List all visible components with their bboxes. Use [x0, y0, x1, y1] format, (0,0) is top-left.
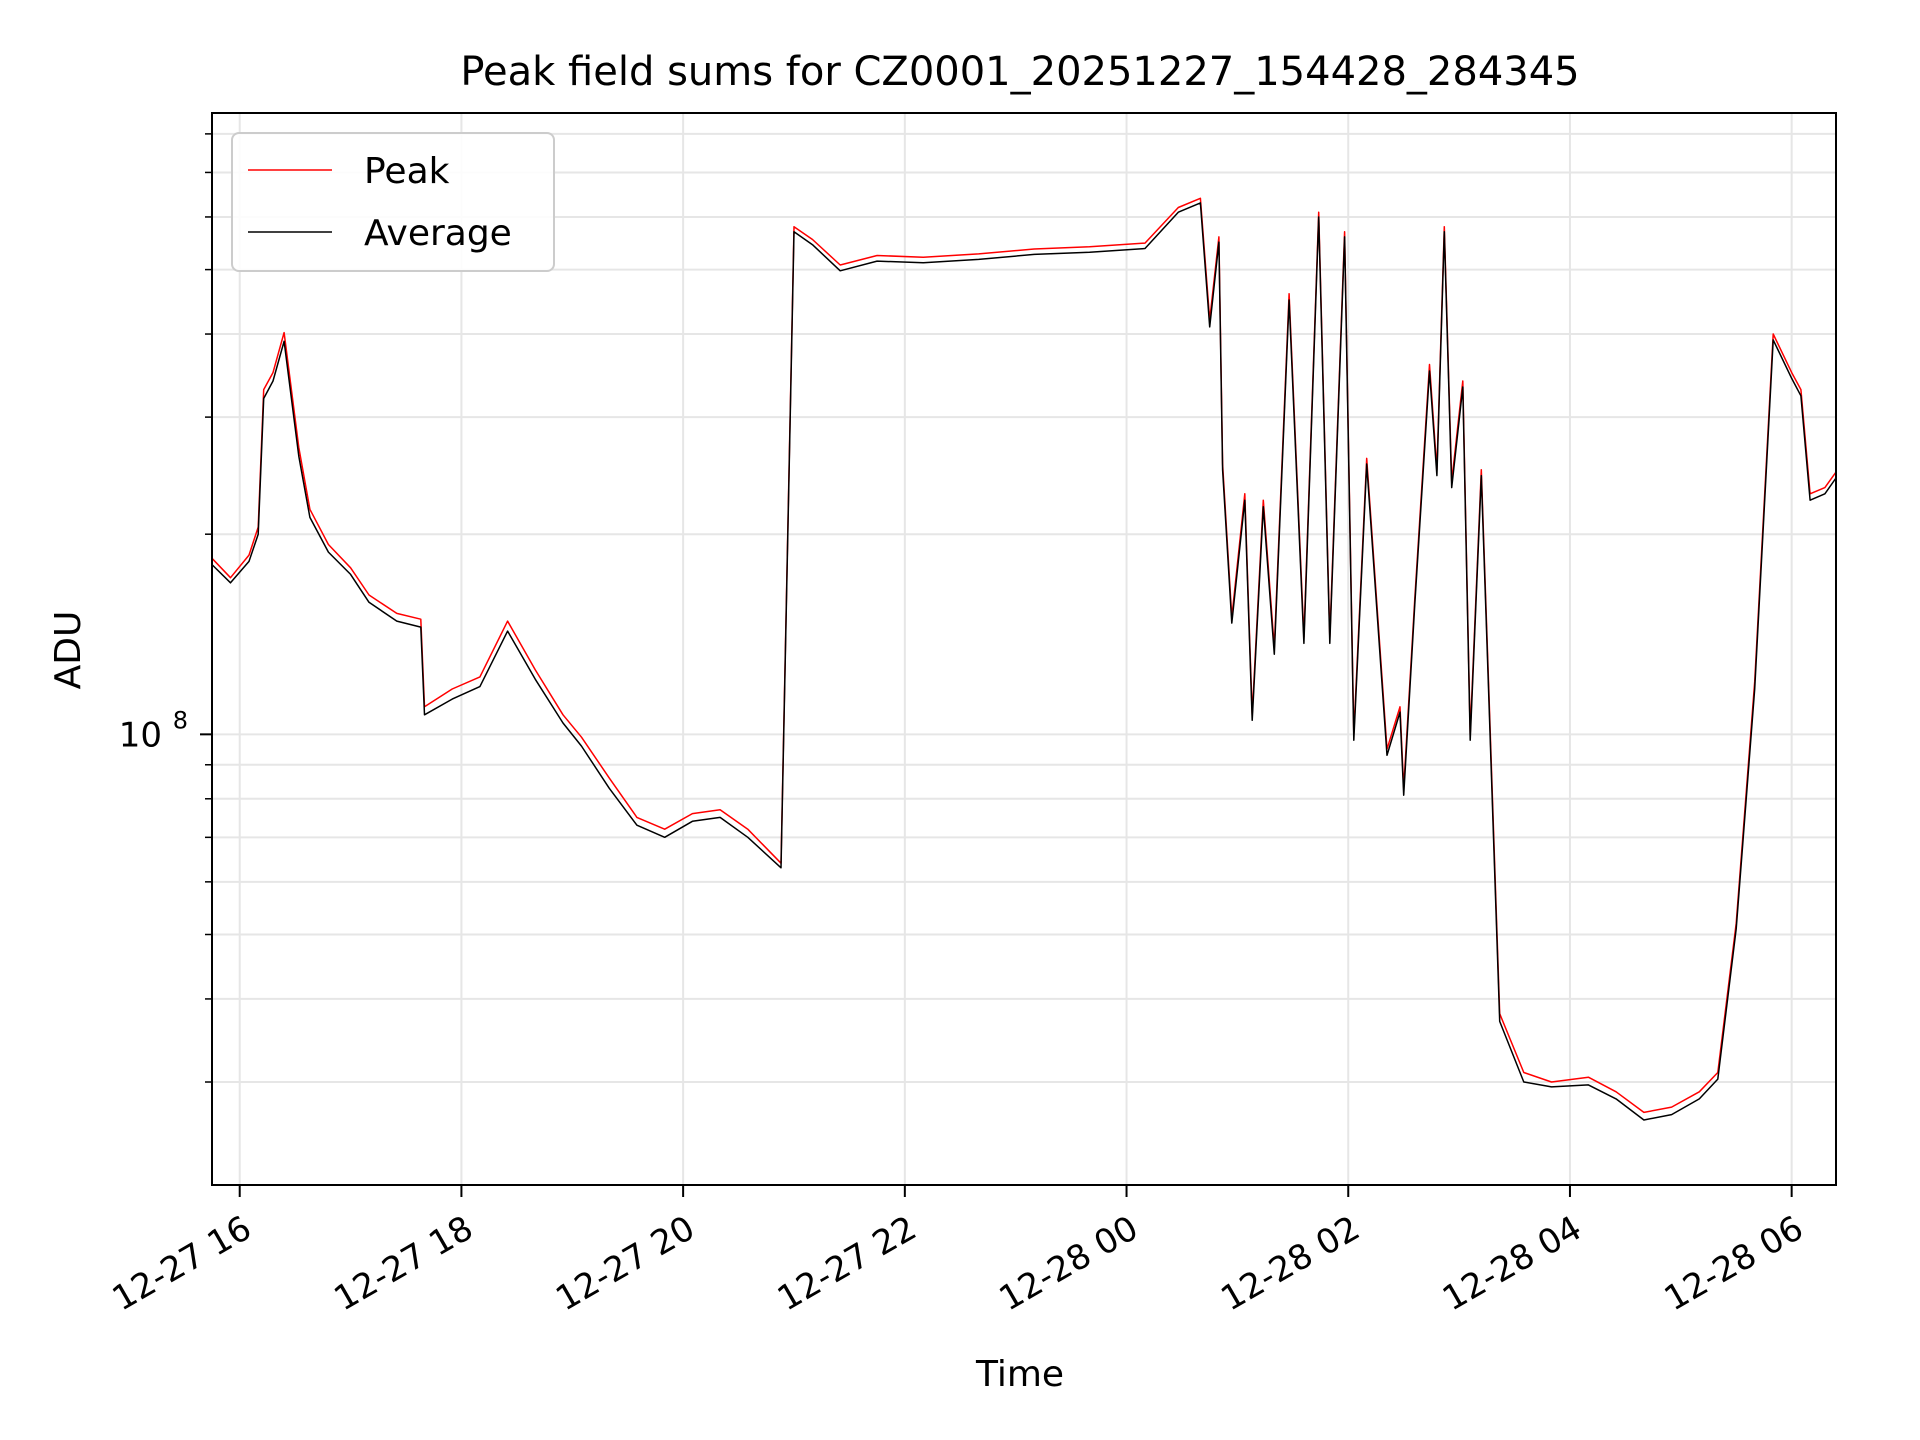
legend-label-average: Average [364, 213, 512, 254]
x-tick-label: 12-27 18 [328, 1208, 480, 1319]
chart-title: Peak field sums for CZ0001_20251227_1544… [460, 49, 1579, 95]
y-tick-label-exponent: 8 [173, 706, 188, 734]
y-axis: 10 8 [119, 133, 212, 1083]
x-tick-label: 12-28 06 [1658, 1208, 1810, 1319]
y-tick-label: 10 [119, 715, 162, 755]
series-lines [211, 197, 1837, 1121]
legend-box [231, 132, 555, 272]
y-axis-label: ADU [48, 611, 89, 690]
x-tick-label: 12-28 04 [1436, 1208, 1588, 1319]
plot-frame [211, 112, 1837, 1186]
x-axis: 12-27 16 12-27 18 12-27 20 12-27 22 12-28 00… [106, 1185, 1810, 1319]
x-tick-label: 12-28 02 [1214, 1208, 1366, 1319]
legend: Peak Average [231, 132, 555, 272]
x-tick-label: 12-27 22 [771, 1208, 923, 1319]
series-line-peak [211, 197, 1837, 1114]
x-tick-label: 12-27 20 [549, 1208, 701, 1319]
x-axis-label: Time [975, 1354, 1064, 1395]
legend-label-peak: Peak [364, 151, 450, 192]
series-line-average [211, 202, 1837, 1121]
x-tick-label: 12-27 16 [106, 1208, 258, 1319]
grid [212, 113, 1836, 1185]
x-tick-label: 12-28 00 [993, 1208, 1145, 1319]
